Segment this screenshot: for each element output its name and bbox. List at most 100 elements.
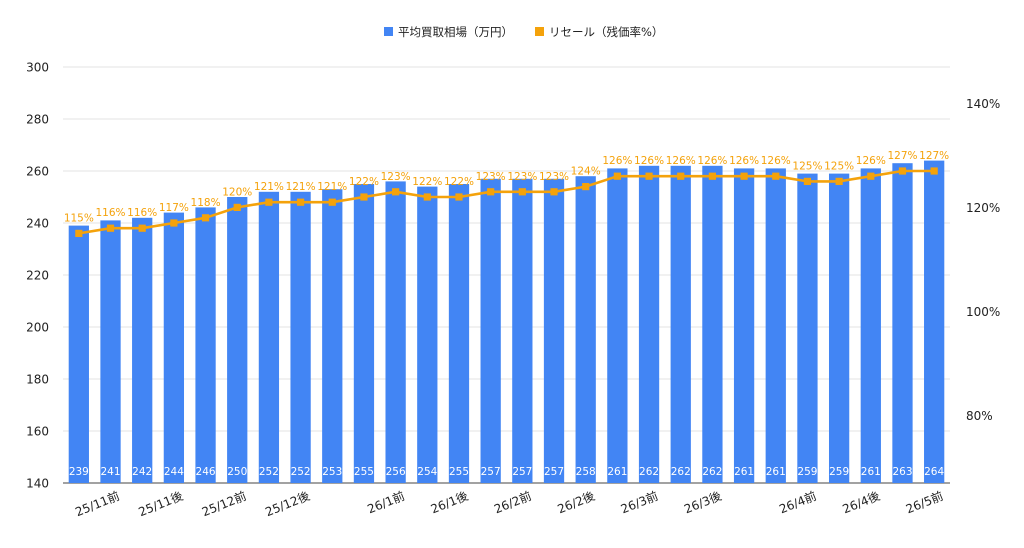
bar-label-16: 258 [576, 466, 596, 478]
line-label-16: 124% [571, 166, 601, 178]
line-label-4: 118% [191, 197, 221, 209]
x-tick-11: 26/4後 [841, 489, 882, 517]
y-right-tick-100: 100% [966, 305, 1000, 319]
bar-20 [702, 165, 723, 484]
x-axis: 25/11前 25/11後 25/12前 25/12後 26/1前 26/1後 26/2前 2… [73, 488, 945, 519]
y-left-tick-220: 220 [26, 269, 49, 283]
line-label-10: 123% [381, 171, 411, 183]
x-tick-4: 26/1前 [365, 488, 407, 516]
line-marker-25 [867, 172, 875, 180]
x-tick-7: 26/2後 [555, 489, 596, 517]
line-label-17: 126% [602, 155, 632, 167]
bar-label-7: 252 [291, 466, 311, 478]
line-marker-10 [392, 188, 400, 196]
bar-label-9: 255 [354, 466, 374, 478]
line-label-11: 122% [412, 176, 442, 188]
bar-1 [100, 220, 121, 483]
line-marker-18 [645, 172, 653, 180]
bar-5 [227, 197, 248, 483]
line-marker-20 [708, 172, 717, 180]
bar-19 [670, 165, 691, 484]
legend-label-0: 平均買取相場（万円） [398, 25, 513, 39]
bar-label-21: 261 [734, 466, 754, 478]
bar-label-3: 244 [164, 466, 184, 478]
bar-0 [68, 225, 89, 483]
bar-4 [195, 207, 216, 483]
line-marker-11 [423, 193, 431, 201]
bar-8 [322, 189, 343, 483]
line-marker-15 [550, 188, 558, 196]
line-label-14: 123% [507, 171, 537, 183]
x-tick-3: 25/12後 [263, 489, 311, 519]
line-label-19: 126% [666, 155, 696, 167]
line-marker-9 [360, 193, 368, 201]
bar-label-17: 261 [607, 466, 627, 478]
bar-22 [765, 168, 786, 483]
x-tick-10: 26/4前 [777, 488, 819, 516]
bar-label-8: 253 [322, 466, 342, 478]
bar-7 [290, 191, 311, 484]
bar-11 [417, 186, 438, 483]
bar-series [68, 160, 945, 484]
bar-12 [448, 184, 470, 483]
line-label-8: 121% [317, 181, 347, 193]
bar-label-14: 257 [512, 466, 532, 478]
line-label-27: 127% [919, 150, 949, 162]
bar-label-25: 261 [861, 466, 881, 478]
x-tick-5: 26/1後 [429, 489, 470, 517]
line-label-20: 126% [697, 155, 727, 167]
bar-value-labels: 239 241 242 244 246 250 252 252 253 255 256 254 255 2… [69, 466, 945, 478]
bar-label-4: 246 [196, 466, 216, 478]
bar-3 [163, 212, 185, 483]
line-marker-14 [518, 188, 526, 196]
line-label-12: 122% [444, 176, 474, 188]
line-marker-17 [613, 172, 621, 180]
bar-label-12: 255 [449, 466, 469, 478]
bar-6 [258, 191, 280, 484]
bar-23 [797, 173, 818, 483]
bar-label-13: 257 [481, 466, 501, 478]
line-marker-8 [328, 198, 336, 206]
bar-label-19: 262 [671, 466, 691, 478]
bar-label-23: 259 [797, 466, 817, 478]
line-marker-26 [898, 167, 907, 175]
line-marker-7 [296, 198, 305, 206]
legend-label-1: リセール（残価率%） [549, 25, 663, 39]
y-right-tick-120: 120% [966, 201, 1000, 215]
line-label-6: 121% [254, 181, 284, 193]
bar-25 [860, 168, 881, 483]
line-marker-0 [75, 229, 83, 237]
line-label-5: 120% [222, 186, 252, 198]
bar-9 [353, 184, 375, 483]
line-marker-3 [170, 219, 178, 227]
y-right-tick-80: 80% [966, 409, 993, 423]
y-left-tick-160: 160 [26, 425, 49, 439]
y-right-tick-140: 140% [966, 97, 1000, 111]
bar-24 [828, 173, 850, 483]
line-marker-4 [201, 214, 210, 222]
line-label-25: 126% [856, 155, 886, 167]
bar-label-20: 262 [702, 466, 722, 478]
line-marker-23 [803, 177, 812, 185]
x-tick-2: 25/12前 [200, 488, 249, 519]
line-value-labels: 115% 116% 116% 117% 118%120% 121% 121% 121% 122%… [64, 150, 949, 224]
line-marker-1 [106, 224, 115, 232]
bar-label-11: 254 [417, 466, 437, 478]
bar-15 [543, 178, 565, 484]
line-marker-13 [487, 188, 495, 196]
bar-label-26: 263 [892, 466, 912, 478]
x-tick-1: 25/11後 [137, 489, 185, 519]
bar-label-27: 264 [924, 466, 944, 478]
line-marker-16 [582, 183, 590, 191]
line-path [78, 169, 935, 235]
line-label-13: 123% [476, 171, 506, 183]
line-label-24: 125% [824, 160, 854, 172]
legend: 平均買取相場（万円） リセール（残価率%） [384, 25, 663, 39]
y-left-tick-200: 200 [26, 321, 49, 335]
bar-2 [132, 217, 153, 484]
x-tick-9: 26/3後 [682, 489, 723, 517]
bar-21 [733, 168, 755, 483]
bar-10 [385, 181, 406, 483]
bar-27 [924, 160, 945, 483]
